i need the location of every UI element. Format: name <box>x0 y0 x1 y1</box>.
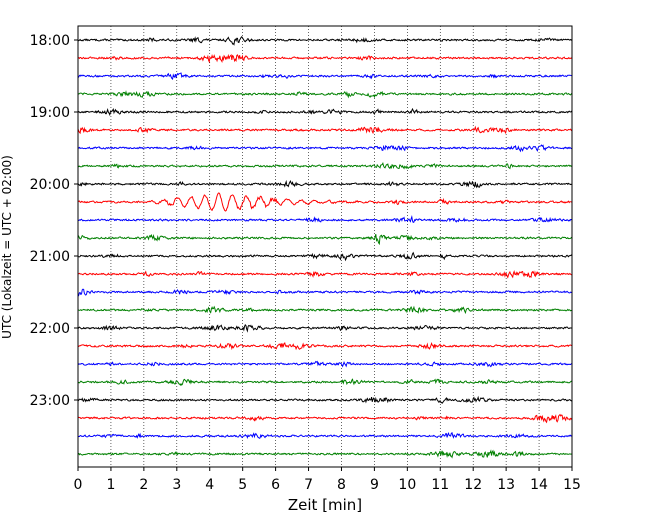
trace-line <box>77 72 573 81</box>
trace-line <box>77 144 573 153</box>
trace-line <box>77 35 573 46</box>
trace-line <box>77 288 573 297</box>
x-axis-title: Zeit [min] <box>288 496 362 514</box>
y-tick-label: 22:00 <box>30 321 70 337</box>
trace-line <box>77 305 573 315</box>
y-tick-label: 21:00 <box>30 249 70 265</box>
x-tick-label: 3 <box>172 477 181 493</box>
trace-line <box>77 360 573 368</box>
trace-line <box>77 215 573 223</box>
x-tick-label: 6 <box>271 477 280 493</box>
x-tick-label: 10 <box>398 477 416 493</box>
trace-line <box>77 395 573 405</box>
x-tick-label: 1 <box>106 477 115 493</box>
trace-line <box>77 233 573 246</box>
trace-line <box>77 162 573 170</box>
y-tick-label: 23:00 <box>30 393 70 409</box>
trace-line <box>77 251 573 262</box>
x-tick-label: 15 <box>563 477 581 493</box>
trace-line <box>77 192 573 212</box>
y-tick-label: 20:00 <box>30 177 70 193</box>
trace-line <box>77 431 573 440</box>
trace-line <box>77 269 573 279</box>
trace-line <box>77 179 573 189</box>
trace-line <box>77 323 573 333</box>
trace-line <box>77 342 573 351</box>
x-tick-label: 13 <box>497 477 515 493</box>
traces <box>77 35 573 459</box>
x-tick-label: 5 <box>238 477 247 493</box>
x-tick-label: 11 <box>431 477 449 493</box>
trace-line <box>77 378 573 386</box>
x-tick-label: 12 <box>464 477 482 493</box>
x-axis: 0 1 2 3 4 5 6 7 8 9 10 11 12 13 14 15 <box>74 467 581 493</box>
x-tick-label: 7 <box>304 477 313 493</box>
trace-line <box>77 449 573 459</box>
trace-line <box>77 125 573 135</box>
x-tick-label: 8 <box>337 477 346 493</box>
trace-line <box>77 53 573 64</box>
x-tick-label: 2 <box>139 477 148 493</box>
x-tick-label: 14 <box>530 477 548 493</box>
trace-line <box>77 413 573 424</box>
y-tick-label: 19:00 <box>30 105 70 121</box>
y-axis-title: UTC (Lokalzeit = UTC + 02:00) <box>0 155 14 339</box>
trace-line <box>77 107 573 117</box>
trace-line <box>77 90 573 99</box>
plot-frame <box>77 25 573 468</box>
x-tick-label: 9 <box>370 477 379 493</box>
y-axis: 18:00 19:00 20:00 21:00 22:00 23:00 <box>30 33 78 409</box>
x-tick-label: 4 <box>205 477 214 493</box>
x-tick-label: 0 <box>74 477 83 493</box>
y-tick-label: 18:00 <box>30 33 70 49</box>
